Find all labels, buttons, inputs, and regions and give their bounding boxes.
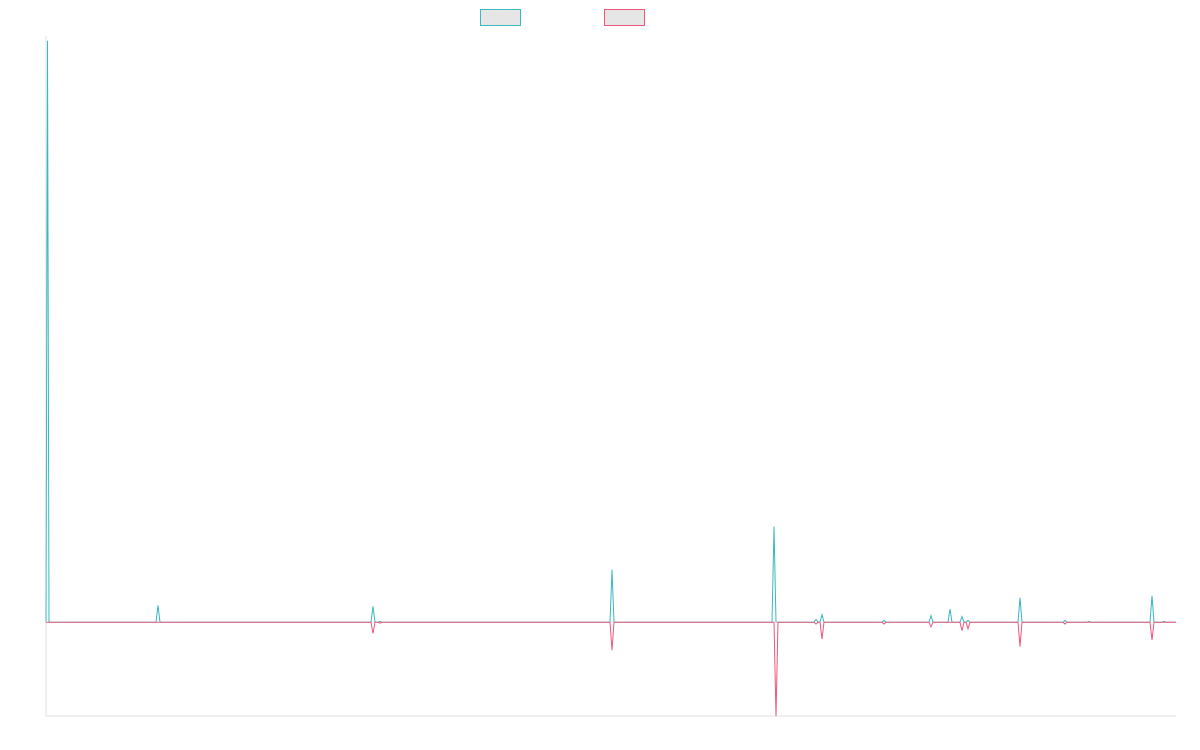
series-0-area xyxy=(46,40,1176,623)
series-layer xyxy=(45,40,1176,717)
legend[interactable] xyxy=(480,9,645,26)
series-0-line xyxy=(45,40,1176,623)
legend-swatch-0[interactable] xyxy=(480,9,521,26)
series-1-line xyxy=(46,621,1176,717)
legend-swatch-1[interactable] xyxy=(604,9,645,26)
